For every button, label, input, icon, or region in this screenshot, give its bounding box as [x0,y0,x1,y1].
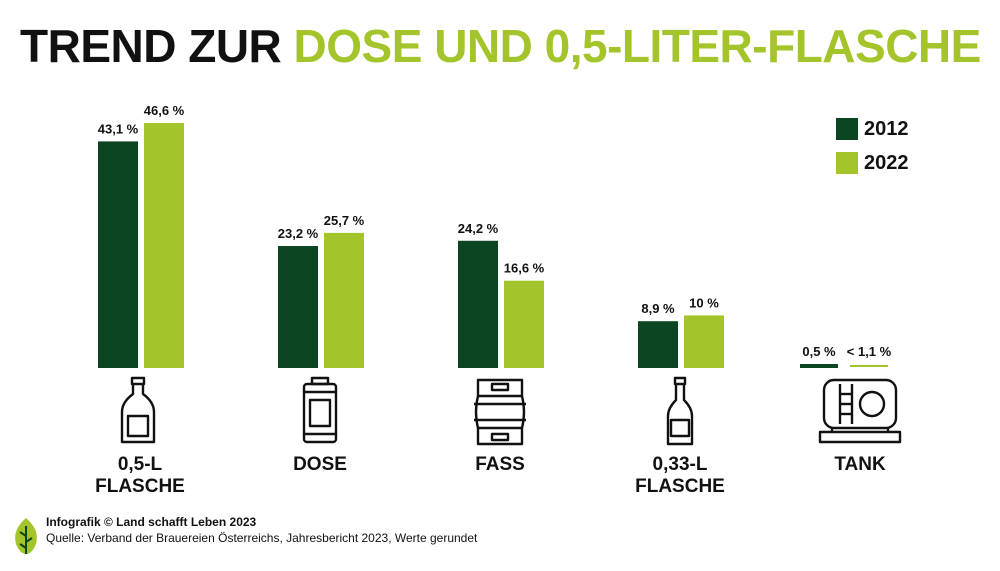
category-label-line1: 0,5-L [117,454,163,475]
bar-2022-4 [850,365,888,367]
data-label-2022-0: 46,6 % [144,103,185,118]
footer: Infografik © Land schafft Leben 2023 Que… [12,514,477,556]
small-bottle-icon [666,376,694,446]
bottle-icon [120,376,156,444]
bar-2022-0 [144,123,184,368]
legend-label-2012: 2012 [864,117,909,140]
bar-2022-2 [504,280,544,368]
category-label-3: 0,33-L FLASCHE [600,454,760,498]
category-label-line1: DOSE [293,454,347,475]
category-label-line1: TANK [834,454,886,475]
category-label-2: FASS [420,454,580,476]
leaf-logo-icon [15,518,37,554]
legend-item-2022: 2022 [836,146,909,180]
bar-2012-4 [800,364,838,368]
category-label-line2: FLASCHE [635,476,725,497]
data-label-2022-2: 16,6 % [504,261,545,276]
data-label-2022-4: < 1,1 % [847,344,892,359]
bar-2022-3 [684,315,724,368]
legend: 2012 2022 [836,112,909,180]
legend-swatch-2012 [836,118,858,140]
chart-title: TREND ZUR DOSE UND 0,5-LITER-FLASCHE [20,18,981,74]
data-label-2012-1: 23,2 % [278,226,319,241]
can-icon [302,376,338,444]
data-label-2012-0: 43,1 % [98,121,139,136]
legend-item-2012: 2012 [836,112,909,146]
footer-source: Quelle: Verband der Brauereien Österreic… [46,531,478,545]
data-label-2022-1: 25,7 % [324,213,365,228]
bar-2012-0 [98,141,138,368]
category-label-4: TANK [780,454,940,476]
footer-credit: Infografik © Land schafft Leben 2023 [46,515,257,529]
category-label-1: DOSE [240,454,400,476]
data-label-2012-3: 8,9 % [641,301,675,316]
bar-2012-1 [278,246,318,368]
legend-label-2022: 2022 [864,151,909,174]
bar-2012-3 [638,321,678,368]
tank-icon [818,378,902,444]
category-label-line1: FASS [475,454,525,475]
bar-2012-2 [458,240,498,368]
category-label-line2: FLASCHE [95,476,185,497]
bar-2022-1 [324,232,364,368]
category-label-line1: 0,33-L [652,454,708,475]
category-label-0: 0,5-L FLASCHE [60,454,220,498]
legend-swatch-2022 [836,152,858,174]
data-label-2022-3: 10 % [689,295,719,310]
data-label-2012-4: 0,5 % [802,344,836,359]
keg-icon [474,378,526,446]
data-label-2012-2: 24,2 % [458,221,499,236]
title-part-1: TREND ZUR [20,20,294,72]
title-part-2: DOSE UND 0,5-LITER-FLASCHE [293,20,982,72]
